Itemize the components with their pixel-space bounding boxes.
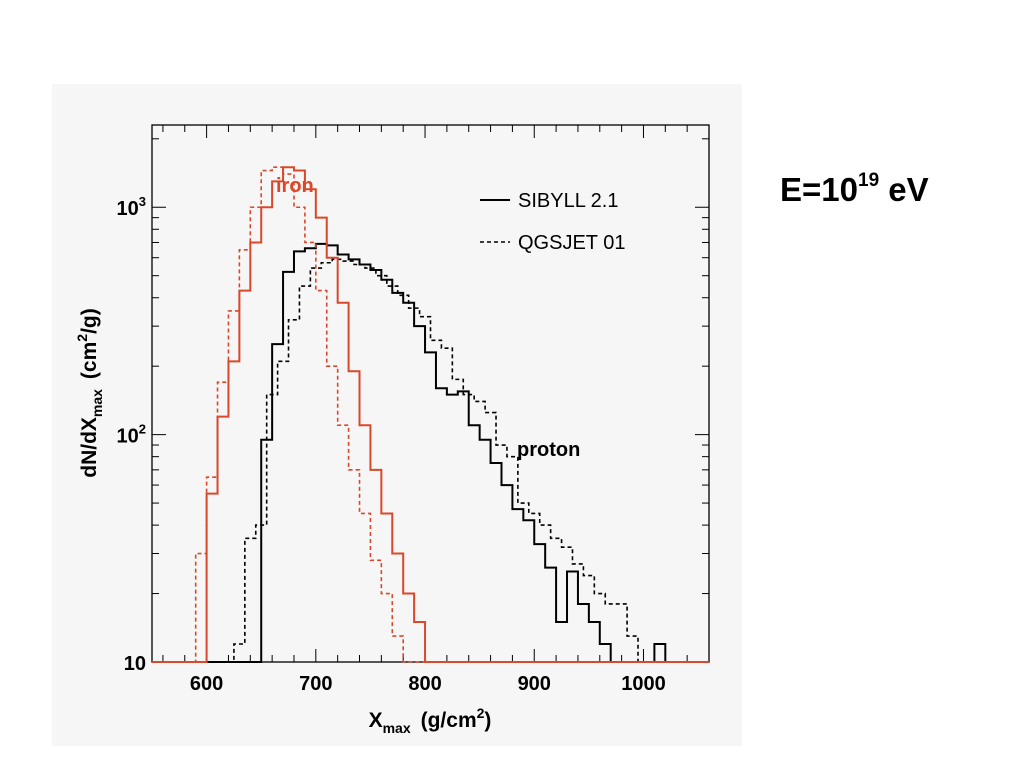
x-axis-label-units-end: ) xyxy=(484,709,491,732)
x-axis-label-sub: max xyxy=(383,720,411,736)
x-tick-label: 800 xyxy=(408,673,441,695)
y-tick-label: 102 xyxy=(117,422,146,448)
y-axis-label-main: dN/dX xyxy=(78,417,101,478)
iron-label: iron xyxy=(276,175,314,197)
iron-qgsjet-histogram xyxy=(152,166,709,663)
y-axis-label-units-end: /g) xyxy=(78,308,101,334)
y-tick-exponent: 2 xyxy=(139,422,146,437)
x-axis-label-main: X xyxy=(369,709,383,732)
axis-ticks xyxy=(152,125,710,663)
plot-frame xyxy=(151,124,710,663)
legend-label: SIBYLL 2.1 xyxy=(518,190,618,212)
iron-sibyll-histogram xyxy=(152,166,709,663)
legend-label: QGSJET 01 xyxy=(518,232,625,254)
x-tick-label: 1000 xyxy=(621,673,666,695)
y-tick-base: 10 xyxy=(117,426,139,448)
y-tick-exponent: 3 xyxy=(139,194,146,209)
x-tick-label: 700 xyxy=(299,673,332,695)
x-tick-label: 600 xyxy=(190,673,223,695)
x-axis-label-units-exp: 2 xyxy=(477,705,485,721)
proton-qgsjet-histogram xyxy=(152,258,709,663)
proton-sibyll-histogram xyxy=(152,242,709,663)
y-tick-label: 10 xyxy=(124,653,146,675)
y-axis-label: dN/dXmax (cm2/g) xyxy=(74,308,105,478)
y-axis-label-units-exp: 2 xyxy=(74,334,90,342)
series-layer xyxy=(152,166,709,663)
y-tick-base: 10 xyxy=(117,198,139,220)
energy-title: E=1019 eV xyxy=(780,170,929,208)
x-axis-label: Xmax (g/cm2) xyxy=(369,705,492,736)
y-axis-label-sub: max xyxy=(89,389,105,417)
y-tick-label: 103 xyxy=(117,194,146,220)
x-axis-label-units: (g/cm xyxy=(421,709,477,732)
y-tick-base: 10 xyxy=(124,653,146,675)
x-tick-label: 900 xyxy=(518,673,551,695)
y-axis-label-units: (cm xyxy=(78,342,101,379)
proton-label: proton xyxy=(517,439,580,461)
